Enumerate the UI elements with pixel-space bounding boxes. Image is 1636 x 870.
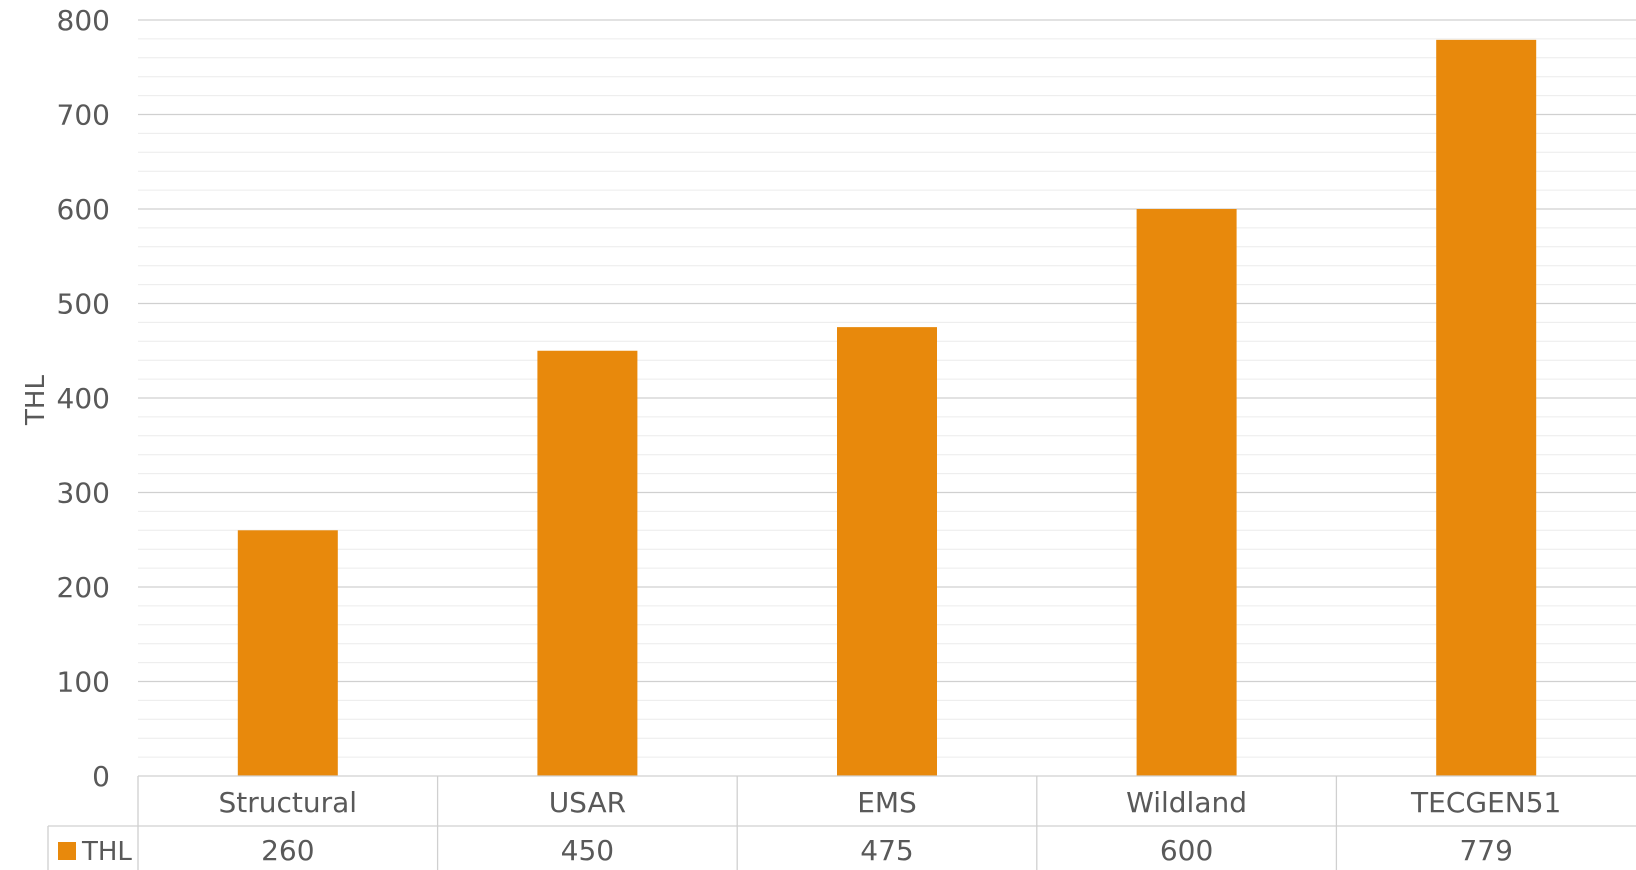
category-label: USAR (549, 786, 626, 819)
bar-structural (237, 530, 338, 776)
table-value: 779 (1459, 834, 1512, 867)
table-value: 475 (860, 834, 913, 867)
legend: THL (58, 837, 132, 867)
category-label: Wildland (1126, 786, 1247, 819)
y-tick-label: 400 (57, 382, 110, 415)
table-value: 450 (561, 834, 614, 867)
y-tick-label: 200 (57, 571, 110, 604)
bar-usar (537, 350, 638, 776)
bars (237, 39, 1537, 777)
table-value: 600 (1160, 834, 1213, 867)
y-tick-label: 600 (57, 193, 110, 226)
y-axis-tick-labels: 0 100 200 300 400 500 600 700 800 (57, 4, 110, 793)
category-label: EMS (857, 786, 917, 819)
y-tick-label: 100 (57, 666, 110, 699)
category-label: Structural (219, 786, 358, 819)
table-value: 260 (261, 834, 314, 867)
bar-wildland (1136, 209, 1237, 776)
legend-label-thl: THL (81, 837, 132, 867)
y-tick-label: 500 (57, 288, 110, 321)
category-label: TECGEN51 (1410, 786, 1561, 819)
y-tick-label: 800 (57, 4, 110, 37)
y-tick-label: 0 (92, 760, 110, 793)
data-table: Structural 260 USAR 450 EMS 475 Wildland 600 TEC… (47, 775, 1636, 870)
legend-key-thl (58, 842, 76, 860)
y-tick-label: 700 (57, 99, 110, 132)
bar-ems (837, 327, 937, 776)
y-tick-label: 300 (57, 477, 110, 510)
bar-tecgen51 (1436, 39, 1537, 777)
y-axis-title: THL (21, 375, 51, 426)
